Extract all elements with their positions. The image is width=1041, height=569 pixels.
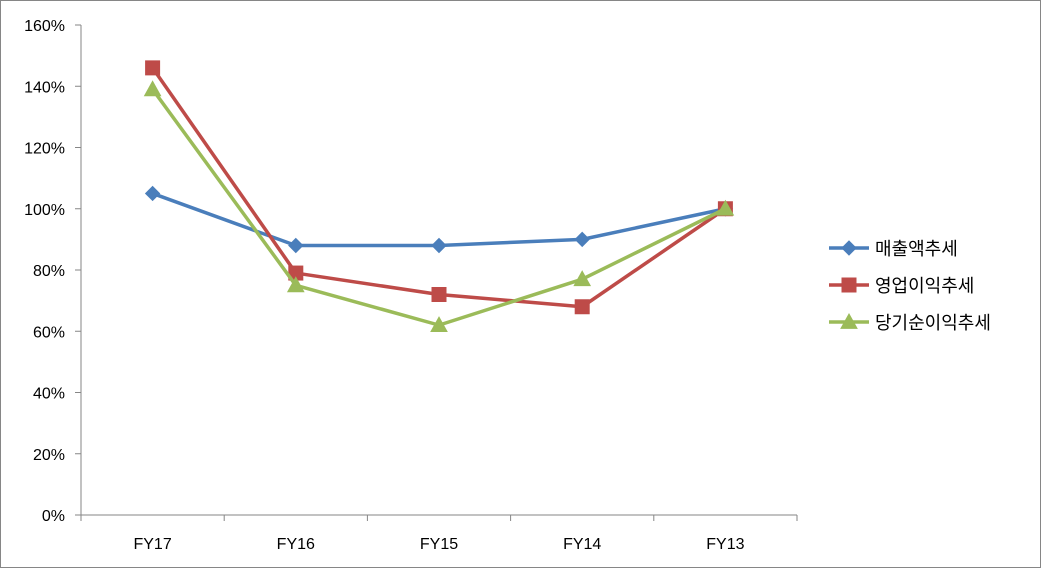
data-point-marker <box>286 276 305 293</box>
series-1 <box>144 185 734 254</box>
y-tick-label: 40% <box>33 386 65 403</box>
legend-marker <box>841 277 857 293</box>
data-point-marker <box>288 237 304 254</box>
data-point-marker <box>431 237 447 254</box>
series-2 <box>145 60 733 315</box>
data-point-marker <box>431 287 447 302</box>
data-point-marker <box>430 316 448 333</box>
series-3 <box>143 80 735 333</box>
data-point-marker <box>574 299 590 315</box>
legend-label: 당기순이익추세 <box>875 313 991 334</box>
data-point-marker <box>716 199 735 216</box>
legend-item: 매출액추세 <box>829 239 958 260</box>
axes: 0% 20% 40% 60% 80% 100% 120% 140% 160% FY17 FY16 FY… <box>24 18 798 553</box>
legend-item: 영업이익추세 <box>829 276 974 297</box>
y-tick-label: 0% <box>42 508 65 525</box>
legend-label: 매출액추세 <box>875 239 958 260</box>
legend-marker <box>840 312 858 329</box>
legend-item: 당기순이익추세 <box>829 312 991 334</box>
y-tick-label: 20% <box>33 447 65 464</box>
y-tick-label: 120% <box>24 141 65 158</box>
legend-marker <box>841 240 857 256</box>
legend-label: 영업이익추세 <box>875 276 974 297</box>
x-tick-label: FY16 <box>277 536 315 553</box>
y-tick-label: 80% <box>33 263 65 280</box>
y-tick-label: 100% <box>24 202 65 219</box>
y-tick-label: 60% <box>33 324 65 341</box>
data-point-marker <box>574 231 590 248</box>
data-point-marker <box>143 80 162 97</box>
data-point-marker <box>145 60 161 76</box>
x-tick-label: FY17 <box>133 536 171 553</box>
y-tick-label: 140% <box>24 79 65 96</box>
series-line <box>152 191 726 248</box>
data-point-marker <box>144 185 161 202</box>
x-tick-label: FY15 <box>420 536 458 553</box>
y-tick-label: 160% <box>24 18 65 35</box>
x-tick-label: FY13 <box>706 536 744 553</box>
x-tick-label: FY14 <box>563 536 601 553</box>
series-layer <box>143 60 735 333</box>
data-point-marker <box>573 270 592 287</box>
series-line <box>151 66 727 309</box>
